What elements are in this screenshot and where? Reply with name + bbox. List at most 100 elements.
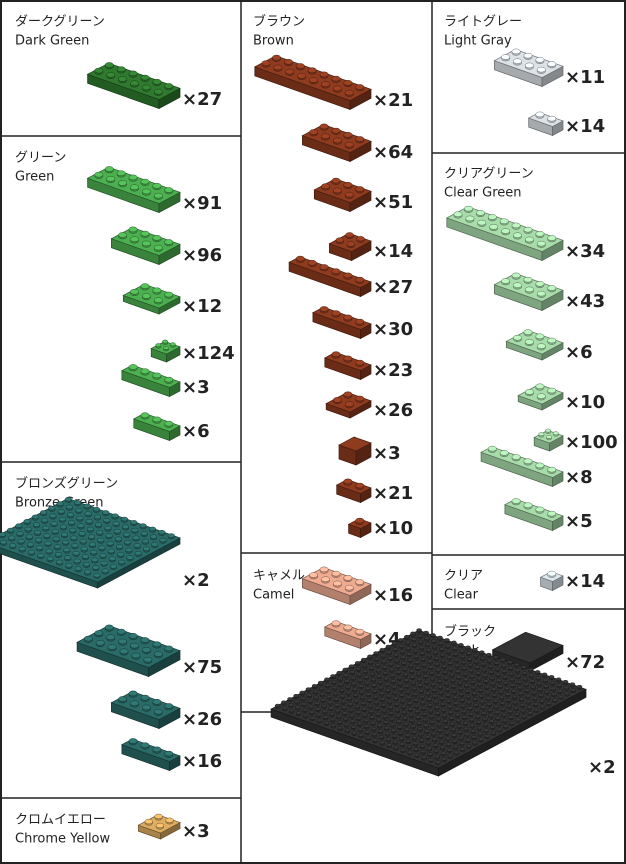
stud [85, 519, 93, 524]
stud [43, 533, 51, 538]
stud [433, 748, 440, 753]
stud [470, 685, 477, 690]
stud [396, 675, 403, 680]
stud [424, 729, 430, 733]
stud [37, 553, 45, 558]
stud [335, 708, 341, 713]
stud [522, 676, 529, 681]
stud [108, 556, 116, 561]
stud [530, 684, 536, 689]
stud [153, 192, 163, 199]
stud [486, 702, 492, 706]
stud [431, 731, 437, 736]
stud [107, 548, 115, 554]
part-count: ×11 [565, 67, 605, 88]
stud [119, 648, 129, 654]
stud [420, 749, 426, 754]
stud [425, 740, 432, 745]
brick-icon [328, 232, 372, 262]
stud [45, 548, 53, 554]
stud [70, 535, 78, 540]
stud [58, 516, 66, 522]
stud [307, 698, 313, 703]
stud [140, 531, 148, 536]
stud [459, 654, 466, 659]
stud [128, 70, 138, 77]
stud [384, 725, 390, 730]
stud [544, 689, 550, 694]
stud [448, 716, 455, 720]
brick-icon [86, 166, 181, 214]
stud [434, 662, 440, 666]
stud [445, 643, 451, 648]
stud [407, 750, 413, 755]
stud [356, 716, 362, 720]
stud [344, 401, 354, 407]
stud [460, 660, 467, 664]
stud [528, 673, 535, 677]
stud [64, 555, 72, 560]
stud [351, 730, 358, 735]
stud [27, 549, 36, 555]
stud [502, 718, 508, 723]
stud [111, 513, 119, 518]
stud [315, 707, 321, 711]
stud [547, 570, 557, 577]
brick-icon [312, 306, 372, 340]
stud [309, 77, 319, 83]
stud [458, 643, 464, 647]
stud [425, 734, 431, 739]
stud [555, 677, 562, 682]
stud [155, 343, 162, 348]
stud [417, 726, 423, 731]
part-count: ×3 [182, 821, 210, 842]
stud [419, 651, 426, 655]
stud [402, 672, 409, 677]
stud [92, 506, 100, 512]
stud [514, 712, 520, 716]
stud [46, 556, 54, 561]
stud [486, 652, 492, 657]
stud [391, 641, 398, 645]
stud [32, 522, 41, 527]
part-count: ×43 [565, 291, 605, 312]
stud [345, 684, 351, 689]
stud [374, 706, 381, 710]
stud [524, 62, 534, 69]
stud [532, 696, 538, 700]
stud [410, 724, 416, 728]
stud [355, 84, 365, 90]
stud [549, 680, 556, 685]
stud [319, 123, 329, 130]
stud [140, 694, 150, 701]
stud [140, 283, 150, 289]
stud [322, 715, 329, 719]
stud [438, 739, 445, 744]
stud [445, 742, 452, 746]
stud [355, 666, 362, 671]
stud [104, 624, 114, 631]
stud [350, 675, 356, 680]
stud [331, 680, 337, 684]
part-count: ×14 [565, 571, 605, 592]
stud [361, 707, 367, 711]
stud [393, 745, 399, 750]
stud [498, 689, 504, 694]
stud [477, 682, 483, 686]
stud [395, 713, 401, 718]
stud [480, 705, 486, 709]
brick-icon [480, 445, 564, 488]
stud [445, 693, 451, 697]
part-count: ×91 [182, 193, 222, 214]
stud [321, 133, 330, 139]
stud [357, 678, 363, 682]
stud [487, 664, 494, 668]
stud [470, 680, 476, 684]
stud [150, 534, 158, 539]
stud [476, 725, 483, 730]
section-title-en: Clear [444, 588, 479, 603]
stud [427, 703, 433, 707]
stud [508, 715, 514, 719]
stud [436, 679, 443, 683]
stud [385, 737, 392, 741]
